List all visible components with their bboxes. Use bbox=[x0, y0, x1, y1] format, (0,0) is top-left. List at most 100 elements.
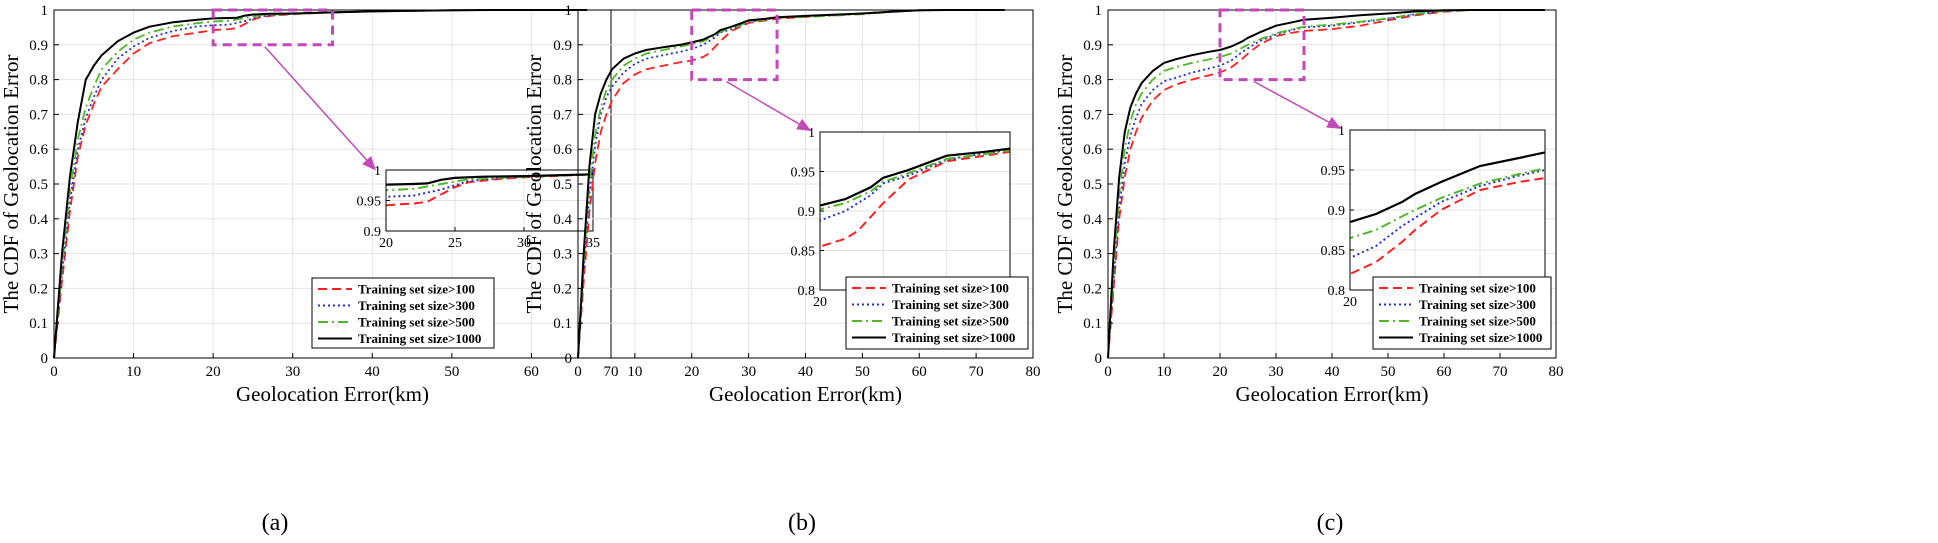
zoom-arrow-head bbox=[362, 156, 376, 171]
zoom-arrow-line bbox=[264, 46, 373, 167]
y-tick-label: 0.9 bbox=[29, 38, 48, 54]
inset-y-tick-label: 1 bbox=[808, 126, 815, 141]
inset-series-line-3 bbox=[820, 149, 1010, 211]
inset-y-tick-label: 0.9 bbox=[1328, 204, 1346, 219]
x-tick-label: 70 bbox=[1493, 364, 1508, 380]
inset-y-tick-label: 0.8 bbox=[798, 284, 816, 299]
legend-label-2: Training set size>300 bbox=[892, 297, 1009, 312]
x-tick-label: 40 bbox=[365, 364, 380, 380]
x-tick-label: 0 bbox=[50, 364, 58, 380]
y-tick-label: 0.5 bbox=[1083, 177, 1102, 193]
legend-label-3: Training set size>500 bbox=[358, 315, 475, 330]
x-axis-label: Geolocation Error(km) bbox=[709, 382, 902, 406]
legend-label-1: Training set size>100 bbox=[1419, 281, 1536, 296]
y-axis-label: The CDF of Geolocation Error bbox=[1053, 55, 1077, 314]
x-tick-label: 30 bbox=[741, 364, 756, 380]
inset-y-tick-label: 0.9 bbox=[798, 205, 816, 220]
y-tick-label: 0.6 bbox=[1083, 142, 1102, 158]
zoom-arrow-line bbox=[726, 80, 807, 129]
y-tick-label: 0.6 bbox=[553, 142, 572, 158]
legend-label-4: Training set size>1000 bbox=[1419, 330, 1542, 345]
x-tick-label: 60 bbox=[524, 364, 539, 380]
y-axis-label: The CDF of Geolocation Error bbox=[0, 55, 23, 314]
y-tick-label: 0.2 bbox=[1083, 281, 1102, 297]
chart-panel-a: 0 10 20 30 40 50 60 7000.10.20.30.40.50.60.70.8… bbox=[0, 3, 619, 536]
panel-caption: (a) bbox=[262, 510, 289, 536]
y-tick-label: 0.5 bbox=[29, 177, 48, 193]
legend-label-3: Training set size>500 bbox=[892, 314, 1009, 329]
inset-y-tick-label: 0.85 bbox=[791, 245, 816, 260]
inset-y-tick-label: 0.95 bbox=[791, 166, 816, 181]
series-line-3 bbox=[1107, 9, 1545, 359]
series-line-4 bbox=[53, 9, 588, 359]
zoom-box bbox=[211, 8, 334, 47]
y-tick-label: 0.7 bbox=[1083, 107, 1102, 123]
x-tick-label: 10 bbox=[126, 364, 141, 380]
y-tick-label: 0 bbox=[565, 351, 573, 367]
y-tick-label: 0.9 bbox=[1083, 38, 1102, 54]
x-tick-label: 20 bbox=[684, 364, 699, 380]
x-tick-label: 60 bbox=[912, 364, 927, 380]
panel-caption: (b) bbox=[788, 510, 816, 536]
zoom-arrow-head bbox=[1326, 116, 1342, 129]
y-tick-label: 1 bbox=[565, 3, 573, 19]
legend-label-1: Training set size>100 bbox=[358, 282, 475, 297]
y-tick-label: 0.7 bbox=[553, 107, 572, 123]
legend-label-1: Training set size>100 bbox=[892, 281, 1009, 296]
zoom-box bbox=[1218, 8, 1306, 82]
inset-y-tick-label: 0.95 bbox=[1321, 164, 1346, 179]
inset-series-line-2 bbox=[820, 148, 1010, 222]
y-tick-label: 1 bbox=[1095, 3, 1103, 19]
inset-x-tick-label: 35 bbox=[586, 236, 600, 251]
zoom-arrow-head bbox=[796, 118, 812, 131]
inset-y-tick-label: 0.95 bbox=[357, 195, 382, 210]
inset-y-tick-label: 0.85 bbox=[1321, 244, 1346, 259]
inset-y-tick-label: 1 bbox=[374, 164, 381, 179]
y-tick-label: 0.8 bbox=[553, 73, 572, 89]
x-tick-label: 0 bbox=[574, 364, 582, 380]
chart-panel-c: 0 10 20 30 40 50 60 70 80 0 0.1 0.2 0.3 0.4 0.5 0.6 0.7 0… bbox=[1053, 3, 1564, 536]
zoom-arrow-line bbox=[1253, 80, 1337, 127]
x-tick-label: 0 bbox=[1104, 364, 1112, 380]
y-tick-label: 0 bbox=[1095, 351, 1103, 367]
x-tick-label: 30 bbox=[285, 364, 300, 380]
x-axis-label: Geolocation Error(km) bbox=[236, 382, 429, 406]
y-tick-label: 0.3 bbox=[1083, 247, 1102, 263]
x-tick-label: 10 bbox=[1157, 364, 1172, 380]
y-tick-label: 0.2 bbox=[553, 281, 572, 297]
inset-series-line-4 bbox=[820, 147, 1010, 207]
x-tick-label: 50 bbox=[855, 364, 870, 380]
series-line-3 bbox=[577, 9, 1005, 359]
y-tick-label: 0.4 bbox=[1083, 212, 1102, 228]
y-tick-label: 0.3 bbox=[29, 247, 48, 263]
inset-x-tick-label: 20 bbox=[379, 236, 393, 251]
x-tick-label: 80 bbox=[1549, 364, 1564, 380]
chart-panel-b: 0 10 20 30 40 50 60 70 80 0 0.1 0.2 0.3 0.4 0.5 0.6 0.7 0… bbox=[522, 3, 1041, 536]
y-tick-label: 0.3 bbox=[553, 247, 572, 263]
inset-y-tick-label: 0.8 bbox=[1328, 284, 1346, 299]
x-tick-label: 80 bbox=[1026, 364, 1041, 380]
legend-box bbox=[311, 277, 495, 349]
series-line-1 bbox=[577, 9, 1005, 359]
inset-series-line-4 bbox=[386, 173, 593, 186]
y-axis-label: The CDF of Geolocation Error bbox=[522, 55, 546, 314]
x-axis-label: Geolocation Error(km) bbox=[1235, 382, 1428, 406]
x-tick-label: 70 bbox=[604, 364, 619, 380]
x-tick-label: 50 bbox=[444, 364, 459, 380]
inset-series-line-4 bbox=[1350, 151, 1545, 224]
y-tick-label: 0.2 bbox=[29, 281, 48, 297]
legend-label-4: Training set size>1000 bbox=[892, 330, 1015, 345]
inset-x-tick-label: 30 bbox=[517, 236, 531, 251]
legend-label-3: Training set size>500 bbox=[1419, 314, 1536, 329]
x-tick-label: 50 bbox=[1381, 364, 1396, 380]
legend-label-2: Training set size>300 bbox=[1419, 297, 1536, 312]
panel-caption: (c) bbox=[1317, 510, 1344, 536]
series-line-4 bbox=[577, 9, 1005, 359]
x-tick-label: 40 bbox=[798, 364, 813, 380]
zoom-box bbox=[690, 8, 779, 82]
